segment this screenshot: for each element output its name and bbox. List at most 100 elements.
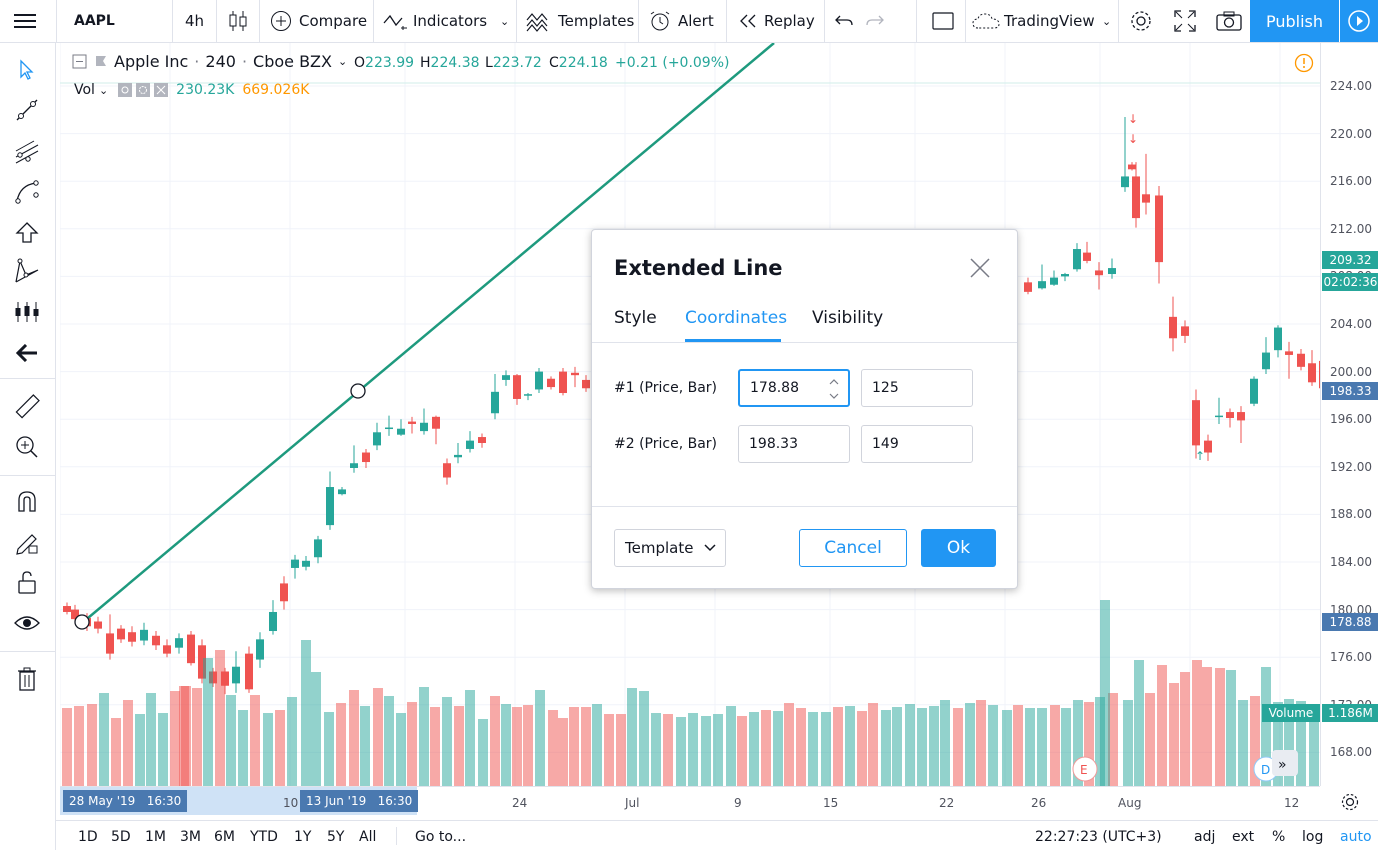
warning-icon[interactable] xyxy=(1294,53,1314,77)
templates-button[interactable]: Templates xyxy=(526,0,634,42)
menu-icon[interactable] xyxy=(14,0,36,42)
price-label: 212.00 xyxy=(1330,221,1372,236)
pitchfork-icon[interactable] xyxy=(13,138,41,166)
time-label: 10 xyxy=(283,796,299,810)
collapse-icon[interactable] xyxy=(72,54,88,70)
fullscreen-selection-icon[interactable] xyxy=(932,0,954,42)
indicators-button[interactable]: Indicators xyxy=(383,0,487,42)
ext-toggle[interactable]: ext xyxy=(1232,829,1255,845)
cancel-button[interactable]: Cancel xyxy=(799,529,907,567)
chart-pane[interactable]: ↓ ↓ ↑ E D » xyxy=(60,43,1320,786)
clock-timezone[interactable]: 22:27:23 (UTC+3) xyxy=(1035,829,1162,845)
range-3m[interactable]: 3M xyxy=(180,829,201,845)
volume-bar xyxy=(62,708,72,786)
arrow-up-shape-icon[interactable] xyxy=(13,219,41,247)
range-5d[interactable]: 5D xyxy=(111,829,131,845)
candle-body xyxy=(478,437,486,443)
redo-icon[interactable] xyxy=(866,0,884,42)
chart-style-candles-icon[interactable] xyxy=(228,0,248,42)
study-controls-icons[interactable] xyxy=(118,82,170,98)
range-1y[interactable]: 1Y xyxy=(294,829,312,845)
cursor-arrow-icon[interactable] xyxy=(13,56,41,84)
tab-coordinates[interactable]: Coordinates xyxy=(685,308,788,328)
volume-bar xyxy=(324,712,334,786)
chevron-down-icon[interactable]: ⌄ xyxy=(1102,14,1112,28)
price-axis[interactable]: 224.00220.00216.00212.00208.00204.00200.… xyxy=(1320,43,1378,786)
tab-style[interactable]: Style xyxy=(614,308,657,328)
chevron-down-icon[interactable]: ⌄ xyxy=(500,14,510,28)
candle-body xyxy=(1308,363,1316,383)
symbol-exchange[interactable]: Cboe BZX xyxy=(253,52,332,71)
camera-icon[interactable] xyxy=(1216,0,1242,42)
interval-button[interactable]: 4h xyxy=(185,12,205,30)
goto-button[interactable]: Go to... xyxy=(415,829,467,845)
candle-body xyxy=(1050,277,1058,285)
volume-bar xyxy=(1169,683,1179,786)
lock-drawing-icon[interactable] xyxy=(13,528,41,556)
range-all[interactable]: All xyxy=(359,829,377,845)
magnet-icon[interactable] xyxy=(13,487,41,515)
volume-bar xyxy=(1284,699,1294,786)
flag-icon[interactable] xyxy=(94,55,108,69)
volume-bar xyxy=(737,716,747,786)
point2-bar-input[interactable]: 149 xyxy=(861,425,973,463)
compare-button[interactable]: Compare xyxy=(270,0,367,42)
auto-toggle[interactable]: auto xyxy=(1340,829,1372,845)
candle-body xyxy=(571,372,579,376)
volume-bar xyxy=(512,707,522,786)
time-axis[interactable]: 10 24 Jul 9 15 22 26 Aug 12 28 May '19 1… xyxy=(60,786,1320,816)
trash-icon[interactable] xyxy=(13,665,41,693)
close-icon[interactable] xyxy=(968,256,992,280)
replay-button[interactable]: Replay xyxy=(738,0,815,42)
layout-button[interactable]: TradingView xyxy=(972,0,1095,42)
range-6m[interactable]: 6M xyxy=(214,829,235,845)
zoom-in-icon[interactable] xyxy=(13,433,41,461)
point1-price-input[interactable]: 178.88 xyxy=(738,369,850,407)
point1-bar-input[interactable]: 125 xyxy=(861,369,973,407)
alert-button[interactable]: Alert xyxy=(648,0,714,42)
ohlc-low: L223.72 xyxy=(485,55,542,71)
volume-label[interactable]: Vol xyxy=(74,82,95,98)
candle-body xyxy=(432,416,440,429)
tab-visibility[interactable]: Visibility xyxy=(812,308,884,328)
undo-icon[interactable] xyxy=(835,0,853,42)
volume-bar xyxy=(905,704,915,786)
point1-price-value: 178.88 xyxy=(750,380,799,396)
candle-body xyxy=(547,378,555,388)
cloud-icon xyxy=(972,13,1000,29)
alert-label: Alert xyxy=(678,12,714,30)
range-1d[interactable]: 1D xyxy=(78,829,98,845)
brush-curve-icon[interactable] xyxy=(13,178,41,206)
log-toggle[interactable]: log xyxy=(1302,829,1324,845)
spinner-arrows-icon[interactable] xyxy=(828,375,840,403)
prediction-measure-icon[interactable] xyxy=(13,298,41,326)
range-5y[interactable]: 5Y xyxy=(327,829,345,845)
template-dropdown[interactable]: Template xyxy=(614,529,726,567)
play-icon[interactable] xyxy=(1340,0,1378,42)
ruler-icon[interactable] xyxy=(13,393,41,421)
percent-toggle[interactable]: % xyxy=(1272,829,1286,845)
volume-bar xyxy=(430,707,440,786)
chevron-down-icon[interactable]: ⌄ xyxy=(98,83,109,97)
range-ytd[interactable]: YTD xyxy=(250,829,278,845)
chevron-down-icon[interactable]: ⌄ xyxy=(337,55,348,68)
trend-line-icon[interactable] xyxy=(13,96,41,124)
adj-toggle[interactable]: adj xyxy=(1194,829,1216,845)
unlock-icon[interactable] xyxy=(13,568,41,596)
axis-settings-gear-icon[interactable] xyxy=(1340,792,1360,816)
eye-icon[interactable] xyxy=(13,609,41,637)
time-label: 24 xyxy=(512,796,528,810)
fullscreen-icon[interactable] xyxy=(1174,0,1196,42)
ok-button[interactable]: Ok xyxy=(921,529,996,567)
candle-body xyxy=(1204,440,1212,453)
back-arrow-icon[interactable] xyxy=(13,339,41,367)
volume-bar xyxy=(1013,705,1023,786)
candle-body xyxy=(559,371,567,394)
publish-button[interactable]: Publish xyxy=(1250,0,1339,42)
range-1m[interactable]: 1M xyxy=(145,829,166,845)
pattern-icon[interactable] xyxy=(13,257,41,285)
settings-gear-icon[interactable] xyxy=(1129,0,1153,42)
symbol-search[interactable]: AAPL xyxy=(74,13,115,29)
volume-bar xyxy=(275,710,285,786)
point2-price-input[interactable]: 198.33 xyxy=(738,425,850,463)
